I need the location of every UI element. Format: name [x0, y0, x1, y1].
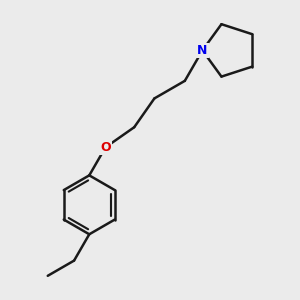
Text: O: O	[100, 141, 111, 154]
Text: N: N	[197, 44, 208, 57]
